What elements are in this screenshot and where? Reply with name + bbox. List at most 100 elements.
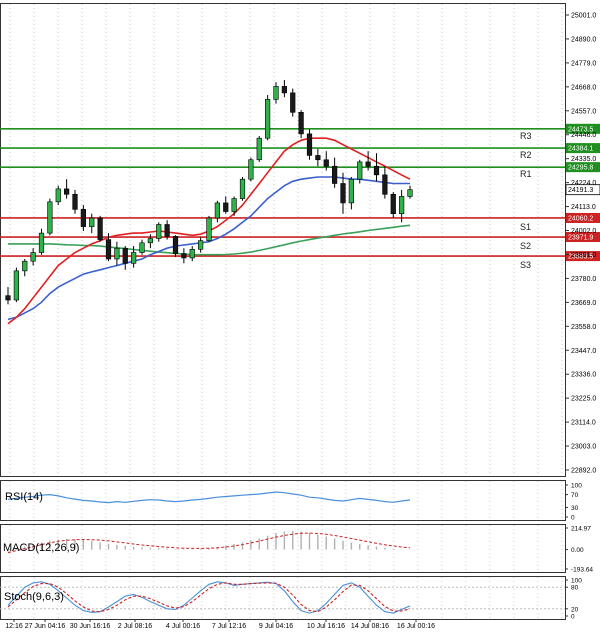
level-name-r2: R2 <box>520 150 532 160</box>
candle-body <box>332 165 338 184</box>
candle-body <box>373 165 380 176</box>
last-price-tag <box>565 184 600 196</box>
stoch-d-line <box>7 582 411 613</box>
stoch-panel-frame <box>0 576 566 620</box>
candle-body <box>323 159 329 167</box>
macd-y-tick-label: 214.97 <box>571 526 591 533</box>
level-tag-s2 <box>566 232 600 243</box>
price-y-tick-label: 22892.0 <box>571 468 596 475</box>
price-y-tick-label: 24335.0 <box>571 156 596 163</box>
price-y-tick-label: 24668.0 <box>571 84 596 91</box>
level-name-r1: R1 <box>520 169 532 179</box>
level-tag-s3 <box>566 251 600 262</box>
price-y-tick-label: 25001.0 <box>571 13 596 20</box>
candle-body <box>357 161 363 180</box>
candle-body <box>13 270 19 301</box>
candle-body <box>72 193 78 210</box>
level-value-r3: 24473.5 <box>568 126 593 133</box>
candle-body <box>206 217 212 241</box>
level-value-s2: 23971.9 <box>568 235 593 242</box>
price-y-tick-label: 24446.0 <box>571 132 596 139</box>
stoch-title: Stoch(9,6,3) <box>4 591 64 603</box>
candle-body <box>147 238 153 244</box>
price-y-tick-label: 24002.0 <box>571 228 596 235</box>
candle-body <box>315 155 321 161</box>
candle-body <box>298 111 304 135</box>
rsi-y-tick-label: 100 <box>571 483 582 490</box>
price-y-tick-label: 23114.0 <box>571 420 596 427</box>
level-value-s3: 23883.5 <box>568 254 593 261</box>
x-tick-label: 10 Jul 16:16 <box>307 623 345 630</box>
candle-body <box>407 189 413 197</box>
rsi-title: RSI(14) <box>5 491 43 503</box>
price-y-tick-label: 24113.0 <box>571 204 596 211</box>
candle-body <box>131 252 137 264</box>
candle-body <box>30 252 36 262</box>
last-price-value: 24191.3 <box>568 187 593 194</box>
candle-body <box>281 86 287 94</box>
x-tick-label: 9 Jul 04:16 <box>259 623 293 630</box>
candle-body <box>139 242 145 253</box>
candle-body <box>114 247 120 260</box>
candle-body <box>181 253 187 259</box>
x-tick-label: 4 Jul 00:16 <box>166 623 200 630</box>
x-tick-label: 2 Jul 08:16 <box>118 623 152 630</box>
candle-body <box>22 260 28 272</box>
price-y-tick-label: 24779.0 <box>571 60 596 67</box>
candle-body <box>340 183 346 204</box>
candle-body <box>172 236 179 254</box>
price-y-tick-label: 23558.0 <box>571 324 596 331</box>
stoch-k-line <box>7 581 411 614</box>
level-name-s3: S3 <box>520 260 531 270</box>
macd-signal-line <box>7 532 411 554</box>
level-value-r2: 24384.1 <box>568 146 593 153</box>
candle-body <box>105 239 112 260</box>
candle-body <box>64 188 70 195</box>
price-y-tick-label: 23003.0 <box>571 444 596 451</box>
candle-body <box>365 161 371 167</box>
price-y-tick-label: 23336.0 <box>571 372 596 379</box>
candle-body <box>38 232 45 253</box>
stoch-y-tick-label: 0 <box>571 614 575 621</box>
candle-body <box>97 217 103 240</box>
x-tick-label: 16 Jul 00:16 <box>397 623 435 630</box>
candle-body <box>80 209 86 227</box>
x-tick-label: 27 Jun 04:16 <box>25 623 66 630</box>
price-y-tick-label: 23780.0 <box>571 276 596 283</box>
macd-y-tick-label: -193.64 <box>571 567 593 574</box>
x-tick-label: 14 Jul 08:16 <box>351 623 389 630</box>
x-tick-label: 12:16 <box>5 623 23 630</box>
candle-body <box>273 86 279 100</box>
candle-body <box>348 178 354 204</box>
candle-body <box>399 196 405 214</box>
price-y-tick-label: 23225.0 <box>571 396 596 403</box>
level-value-r1: 24295.8 <box>568 165 593 172</box>
candle-body <box>382 174 388 195</box>
macd-title: MACD(12,26,9) <box>3 542 79 554</box>
price-y-tick-label: 23669.0 <box>571 300 596 307</box>
price-y-tick-label: 24890.0 <box>571 36 596 43</box>
candle-body <box>164 224 170 237</box>
rsi-line <box>7 491 411 504</box>
x-tick-label: 30 Jun 16:16 <box>70 623 111 630</box>
price-y-tick-label: 23447.0 <box>571 348 596 355</box>
level-tag-r3 <box>566 123 600 134</box>
price-y-tick-label: 24224.0 <box>571 180 596 187</box>
candle-body <box>265 99 271 139</box>
rsi-y-tick-label: 70 <box>571 492 579 499</box>
price-y-tick-label: 24557.0 <box>571 108 596 115</box>
stoch-y-tick-label: 100 <box>571 578 582 585</box>
candle-body <box>89 217 95 227</box>
macd-y-tick-label: 0.00 <box>571 547 584 554</box>
candle-body <box>306 133 313 156</box>
candle-body <box>256 137 262 161</box>
ma-green-line <box>8 224 411 256</box>
candle-body <box>5 295 11 301</box>
candle-body <box>55 188 61 203</box>
candle-body <box>290 92 296 113</box>
level-name-s2: S2 <box>520 241 531 251</box>
candle-body <box>122 247 128 264</box>
candle-body <box>239 178 246 199</box>
